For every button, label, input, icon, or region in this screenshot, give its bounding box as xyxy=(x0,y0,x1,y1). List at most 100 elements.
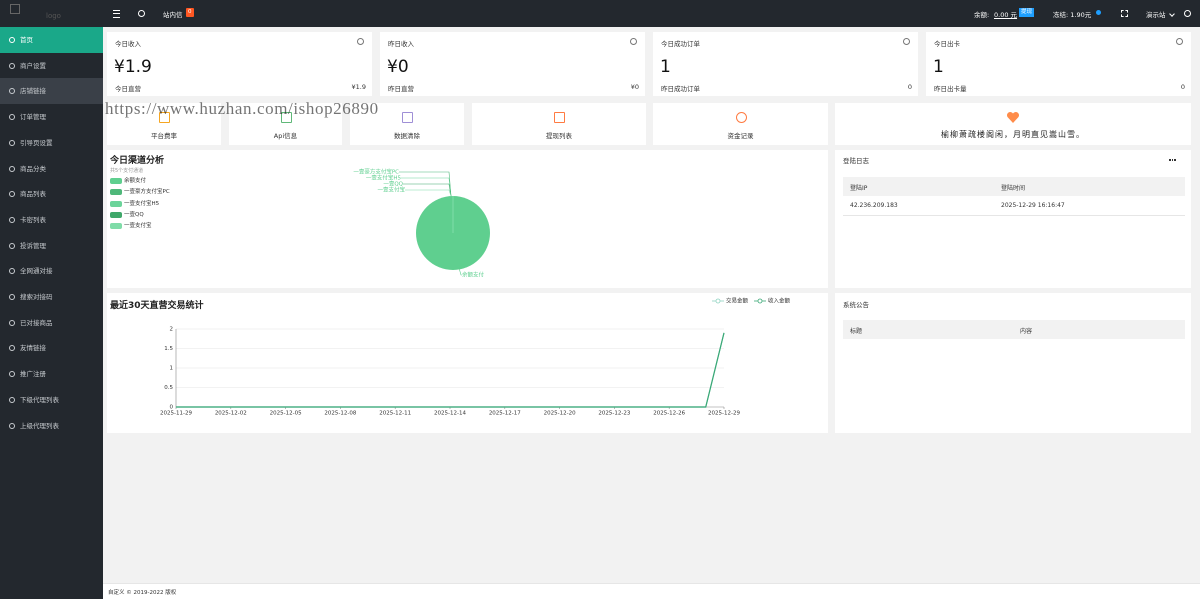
menu-item[interactable]: 商品列表 xyxy=(0,181,103,207)
shortcut-label: 资金记录 xyxy=(727,132,754,140)
shortcut[interactable]: Api信息 xyxy=(229,103,342,145)
x-tick-label: 2025-12-26 xyxy=(653,411,685,417)
column-header: 登陆时间 xyxy=(1001,185,1026,192)
menu-label: 首页 xyxy=(9,36,33,44)
menu-toggle[interactable] xyxy=(113,10,120,18)
globe-icon[interactable] xyxy=(138,10,145,17)
shortcut[interactable]: 平台费率 xyxy=(107,103,221,145)
pie-leader xyxy=(405,189,452,197)
legend-swatch xyxy=(110,211,122,218)
x-tick-label: 2025-12-02 xyxy=(215,411,247,417)
legend-swatch xyxy=(110,200,122,207)
more-dot[interactable] xyxy=(1169,159,1171,161)
stat-value: 1 xyxy=(933,57,944,77)
message-badge: 0 xyxy=(186,8,194,17)
x-tick-label: 2025-12-23 xyxy=(598,411,630,417)
stat-title: 今日收入 xyxy=(115,40,141,48)
menu-item[interactable]: 已对接商品 xyxy=(0,310,103,336)
x-tick-label: 2025-12-11 xyxy=(379,411,411,417)
more-dot[interactable] xyxy=(1171,159,1173,161)
menu-label: 商品分类 xyxy=(9,164,46,173)
menu-label: 引导页设置 xyxy=(9,138,53,147)
column-header: 内容 xyxy=(1020,328,1033,335)
table-cell: 42.236.209.183 xyxy=(850,202,898,209)
stat-value: 1 xyxy=(660,57,671,77)
stat-sub-value: 0 xyxy=(907,83,912,91)
series-line xyxy=(176,332,725,408)
legend-label: 一壹QQ xyxy=(124,211,144,218)
menu-label: 全网通对接 xyxy=(9,267,53,276)
menu-item[interactable]: 搜索对接码 xyxy=(0,284,103,310)
legend-label: 一壹支付宝H5 xyxy=(124,200,160,207)
help-icon xyxy=(1096,10,1101,15)
menu-item[interactable]: 卡密列表 xyxy=(0,207,103,233)
menu-item[interactable]: 首页 xyxy=(0,27,103,53)
legend-label: 交易金额 xyxy=(726,297,749,305)
quote: 榆柳萧疏楼阁闲，月明直见嵩山雪。 xyxy=(941,130,1085,139)
stat-card: 今日收入 ¥1.9 今日直营 ¥1.9 xyxy=(107,32,372,96)
menu-item[interactable]: 订单管理 xyxy=(0,104,103,130)
stat-title: 今日出卡 xyxy=(934,40,960,48)
logo-image xyxy=(10,4,20,14)
menu-item[interactable]: 引导页设置 xyxy=(0,130,103,156)
shortcut[interactable]: 资金记录 xyxy=(653,103,828,145)
stat-sub-label: 昨日直营 xyxy=(388,85,414,93)
notice-panel: 系统公告 标题 内容 xyxy=(835,293,1191,433)
menu-item[interactable]: 友情链接 xyxy=(0,335,103,361)
sidebar: logo 首页商户设置店铺链接订单管理引导页设置商品分类商品列表卡密列表投诉管理全… xyxy=(0,0,103,599)
quote-card: 榆柳萧疏楼阁闲，月明直见嵩山雪。 xyxy=(835,103,1191,145)
shortcut[interactable]: 数据清除 xyxy=(350,103,464,145)
menu-label: 商户设置 xyxy=(9,61,46,70)
menu-item[interactable]: 全网通对接 xyxy=(0,258,103,284)
info-icon xyxy=(903,38,910,45)
site-caret xyxy=(1169,11,1175,17)
watermark: https://www.huzhan.com/ishop26890 xyxy=(105,99,379,118)
info-icon xyxy=(630,38,637,45)
table-head xyxy=(843,320,1185,339)
stat-sub-value: 0 xyxy=(1180,83,1185,91)
shortcut[interactable]: 提现列表 xyxy=(472,103,646,145)
menu-item[interactable]: 推广注册 xyxy=(0,361,103,387)
logo: logo xyxy=(46,12,61,20)
more-dot[interactable] xyxy=(1174,159,1176,161)
menu-label: 上级代理列表 xyxy=(9,421,59,430)
site-menu[interactable]: 演示站 xyxy=(1146,11,1166,19)
stat-value: ¥1.9 xyxy=(114,57,152,77)
menu-label: 搜索对接码 xyxy=(9,293,53,301)
menu-item[interactable]: 投诉管理 xyxy=(0,233,103,259)
shortcut-icon xyxy=(735,112,747,123)
menu-label: 友情链接 xyxy=(9,344,46,353)
stat-title: 今日成功订单 xyxy=(661,40,700,48)
balance: 0.00 元 xyxy=(994,11,1018,19)
x-tick-label: 2025-11-29 xyxy=(160,411,192,417)
pie-label: 一壹QQ xyxy=(383,180,403,188)
legend-marker xyxy=(757,298,763,304)
menu-label: 卡密列表 xyxy=(9,215,46,224)
menu-item[interactable]: 店铺链接 xyxy=(0,78,103,105)
theme-icon[interactable] xyxy=(1184,10,1191,17)
topbar: 站内信 0 余额: 0.00 元提现 冻结: 1.90元 演示站 xyxy=(103,0,1200,27)
x-tick-label: 2025-12-29 xyxy=(708,411,740,417)
messages[interactable]: 站内信 xyxy=(163,11,183,19)
pie-label: 一壹豪方支付宝PC xyxy=(353,168,399,176)
chart-title: 最近30天直营交易统计 xyxy=(110,301,204,311)
menu-label: 商品列表 xyxy=(9,190,46,199)
series-line xyxy=(176,332,725,408)
trade-panel: 最近30天直营交易统计 0 0.5 1 1.5 2 2025-11-29 2025-12-02… xyxy=(107,293,828,433)
menu-item[interactable]: 商户设置 xyxy=(0,53,103,79)
fullscreen-icon[interactable] xyxy=(1121,10,1128,17)
chart-svg: 0 0.5 1 1.5 2 2025-11-29 2025-12-02 2025-12-05 2… xyxy=(160,297,790,417)
legend-marker xyxy=(715,298,721,304)
menu-label: 店铺链接 xyxy=(9,87,46,96)
menu-toggle-mid xyxy=(113,13,120,14)
channel-panel: 今日渠道分析 共5个支付通道 余额支付 一壹豪方支付宝PC 一壹支付宝H5 一壹QQ 一壹支… xyxy=(107,150,828,288)
stat-value: ¥0 xyxy=(387,57,409,77)
balance-label: 余额: xyxy=(974,11,990,19)
menu-label: 下级代理列表 xyxy=(9,395,59,404)
withdraw-button[interactable]: 提现 xyxy=(1019,8,1035,17)
legend-label: 余额支付 xyxy=(124,178,147,184)
pie-leader xyxy=(401,177,452,197)
menu-item[interactable]: 商品分类 xyxy=(0,156,103,182)
menu-item[interactable]: 下级代理列表 xyxy=(0,387,103,413)
menu-item[interactable]: 上级代理列表 xyxy=(0,413,103,439)
